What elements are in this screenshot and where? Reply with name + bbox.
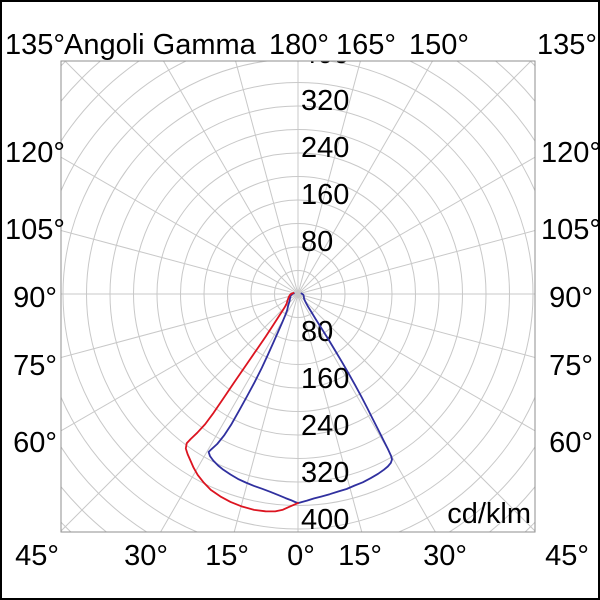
radial-label-up: 80	[301, 226, 333, 258]
unit-label: cd/klm	[447, 498, 531, 530]
radial-label-up: 160	[301, 179, 349, 211]
radial-label-up: 400	[301, 38, 349, 70]
gamma-label-right: 60°	[549, 427, 593, 459]
grid-ray	[61, 293, 299, 359]
gamma-label-top: 135°	[537, 29, 597, 61]
gamma-label-left: 75°	[13, 350, 57, 382]
grid-ray	[61, 229, 299, 295]
gamma-label-bottom: 30°	[423, 540, 467, 572]
gamma-angle-labels: 135° 180° 165° 150° 135° 120° 105° 90° 75° 60° 120…	[5, 29, 598, 572]
grid-ray	[297, 156, 535, 295]
grid-ray	[61, 293, 299, 432]
grid-ray	[162, 61, 299, 295]
gamma-label-bottom: 15°	[205, 540, 249, 572]
gamma-label-top: 150°	[409, 29, 469, 61]
gamma-label-left: 60°	[13, 427, 57, 459]
gamma-label-right: 75°	[549, 350, 593, 382]
radial-label-down: 160	[301, 363, 349, 395]
gamma-label-right: 90°	[549, 282, 593, 314]
grid-ray	[297, 293, 363, 532]
intensity-curves	[184, 292, 393, 513]
gamma-label-left: 90°	[13, 282, 57, 314]
radial-label-down: 320	[301, 457, 349, 489]
gamma-label-bottom: 15°	[338, 540, 382, 572]
radial-label-up: 320	[301, 85, 349, 117]
grid-ray	[297, 293, 535, 532]
blue-curve	[207, 292, 393, 504]
gamma-label-right: 105°	[541, 214, 598, 246]
gamma-label-right: 120°	[541, 137, 598, 169]
gamma-label-top: 135°	[5, 29, 65, 61]
gamma-label-bottom: 30°	[124, 540, 168, 572]
grid-ray	[61, 156, 299, 295]
chart-title: Angoli Gamma	[64, 29, 257, 61]
radial-label-up: 240	[301, 132, 349, 164]
grid-ray	[160, 293, 299, 532]
gamma-label-bottom: 45°	[545, 540, 589, 572]
grid-ray	[235, 61, 299, 295]
gamma-label-bottom: 45°	[15, 540, 59, 572]
gamma-label-top: 165°	[336, 29, 396, 61]
gamma-label-bottom: 0°	[287, 540, 315, 572]
plot-border	[60, 60, 536, 533]
radial-label-down: 240	[301, 410, 349, 442]
radial-label-down: 400	[301, 504, 349, 536]
red-curve	[184, 292, 299, 513]
grid-ray	[297, 61, 361, 295]
gamma-label-left: 120°	[5, 137, 65, 169]
gamma-label-left: 105°	[5, 214, 65, 246]
grid-ray	[297, 293, 535, 432]
grid-ray	[297, 293, 535, 359]
grid-ray	[233, 293, 299, 532]
grid-ray	[297, 61, 434, 295]
grid-ray	[64, 61, 299, 295]
gamma-label-top: 180°	[269, 29, 329, 61]
grid-ray	[61, 293, 299, 532]
grid-ray	[297, 229, 535, 295]
grid-ray	[297, 61, 532, 295]
